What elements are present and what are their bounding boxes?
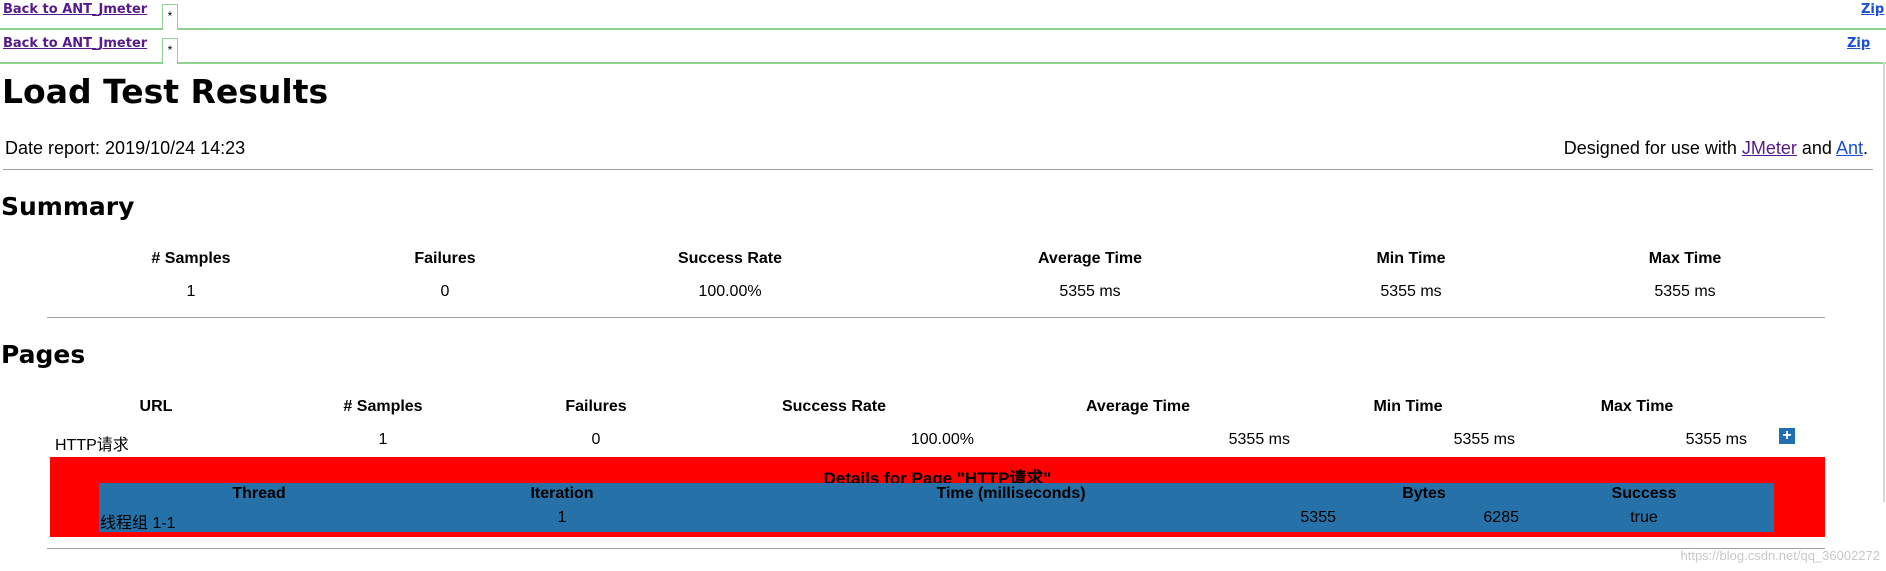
summary-header-success-rate: Success Rate <box>677 250 783 267</box>
details-bytes: 6285 <box>1483 509 1519 526</box>
scrollbar-edge <box>1883 62 1885 502</box>
back-link[interactable]: Back to ANT_Jmeter <box>3 2 148 17</box>
summary-failures: 0 <box>440 283 450 300</box>
summary-success-rate: 100.00% <box>698 283 762 300</box>
details-header-iteration: Iteration <box>530 485 594 502</box>
details-header-thread: Thread <box>232 485 286 502</box>
zip-link-2[interactable]: Zip <box>1847 36 1871 51</box>
pages-header-failures: Failures <box>565 398 627 415</box>
summary-heading: Summary <box>1 192 135 221</box>
frame-tab[interactable]: * <box>162 4 178 30</box>
pages-min-time: 5355 ms <box>1453 431 1515 448</box>
period-text: . <box>1862 138 1868 158</box>
pages-header-max-time: Max Time <box>1600 398 1674 415</box>
pages-heading: Pages <box>1 340 86 369</box>
pages-average-time: 5355 ms <box>1228 431 1290 448</box>
back-link-2[interactable]: Back to ANT_Jmeter <box>3 36 148 51</box>
divider-header <box>3 169 1873 170</box>
summary-average-time: 5355 ms <box>1059 283 1121 300</box>
summary-samples: 1 <box>186 283 196 300</box>
details-header-time: Time (milliseconds) <box>936 485 1086 502</box>
page-title: Load Test Results <box>2 72 329 111</box>
details-table: Thread Iteration Time (milliseconds) Byt… <box>99 483 1774 532</box>
summary-header-samples: # Samples <box>151 250 231 267</box>
frame-bar-top: Back to ANT_Jmeter * Zip <box>0 0 1886 30</box>
summary-header-failures: Failures <box>414 250 476 267</box>
details-panel: Details for Page "HTTP请求" Thread Iterati… <box>50 457 1825 537</box>
frame-tab-2[interactable]: * <box>162 38 178 64</box>
pages-header-samples: # Samples <box>343 398 423 415</box>
designed-prefix: Designed for use with <box>1563 138 1742 158</box>
jmeter-link[interactable]: JMeter <box>1741 138 1797 158</box>
pages-header-url: URL <box>139 398 173 415</box>
pages-failures: 0 <box>591 431 601 448</box>
pages-header-average-time: Average Time <box>1085 398 1191 415</box>
details-iteration: 1 <box>557 509 567 526</box>
summary-min-time: 5355 ms <box>1380 283 1442 300</box>
watermark: https://blog.csdn.net/qq_36002272 <box>1680 548 1881 563</box>
divider-pages <box>47 548 1825 549</box>
designed-for: Designed for use with JMeter and Ant. <box>1564 138 1868 159</box>
pages-url: HTTP请求 <box>55 437 129 454</box>
expand-details-icon[interactable]: + <box>1779 428 1795 444</box>
summary-header-average-time: Average Time <box>1037 250 1143 267</box>
details-header-success: Success <box>1611 485 1677 502</box>
details-thread: 线程组 1-1 <box>100 515 176 532</box>
ant-link[interactable]: Ant <box>1835 138 1863 158</box>
pages-header-success-rate: Success Rate <box>781 398 887 415</box>
frame-bar-second: Back to ANT_Jmeter * Zip <box>0 34 1886 64</box>
details-time: 5355 <box>1300 509 1336 526</box>
zip-link[interactable]: Zip <box>1861 2 1885 17</box>
details-header-bytes: Bytes <box>1402 485 1446 502</box>
summary-max-time: 5355 ms <box>1654 283 1716 300</box>
pages-samples: 1 <box>378 431 388 448</box>
details-success: true <box>1630 509 1658 526</box>
summary-header-max-time: Max Time <box>1648 250 1722 267</box>
divider-summary <box>47 317 1825 318</box>
pages-max-time: 5355 ms <box>1685 431 1747 448</box>
and-text: and <box>1796 138 1836 158</box>
summary-header-min-time: Min Time <box>1376 250 1446 267</box>
pages-success-rate: 100.00% <box>910 431 974 448</box>
pages-header-min-time: Min Time <box>1373 398 1443 415</box>
date-report: Date report: 2019/10/24 14:23 <box>5 138 246 158</box>
